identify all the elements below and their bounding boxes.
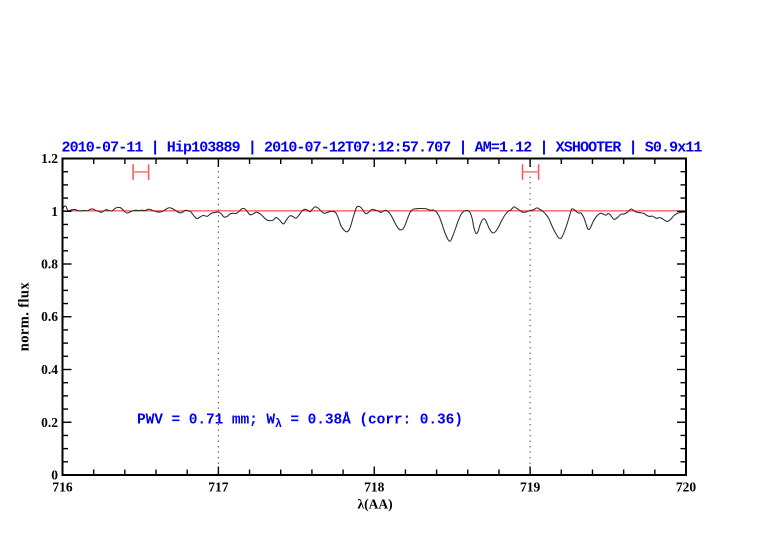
svg-text:2010-07-11 | Hip103889 | 2010-: 2010-07-11 | Hip103889 | 2010-07-12T07:1… <box>61 139 702 156</box>
svg-text:716: 716 <box>52 480 73 495</box>
svg-text:1: 1 <box>51 204 58 219</box>
svg-text:719: 719 <box>520 480 541 495</box>
svg-text:PWV = 0.71 mm; Wλ = 0.38Å (cor: PWV = 0.71 mm; Wλ = 0.38Å (corr: 0.36) <box>137 412 463 432</box>
svg-text:720: 720 <box>676 480 697 495</box>
svg-text:718: 718 <box>364 480 385 495</box>
svg-text:0.4: 0.4 <box>41 362 58 377</box>
svg-text:norm. flux: norm. flux <box>17 282 33 352</box>
svg-text:λ(AA): λ(AA) <box>357 496 392 511</box>
svg-text:0.2: 0.2 <box>41 415 58 430</box>
svg-text:1.2: 1.2 <box>41 151 58 166</box>
svg-text:717: 717 <box>208 480 229 495</box>
svg-text:0.6: 0.6 <box>41 309 58 324</box>
svg-text:0.8: 0.8 <box>41 257 58 272</box>
svg-text:0: 0 <box>51 468 58 483</box>
